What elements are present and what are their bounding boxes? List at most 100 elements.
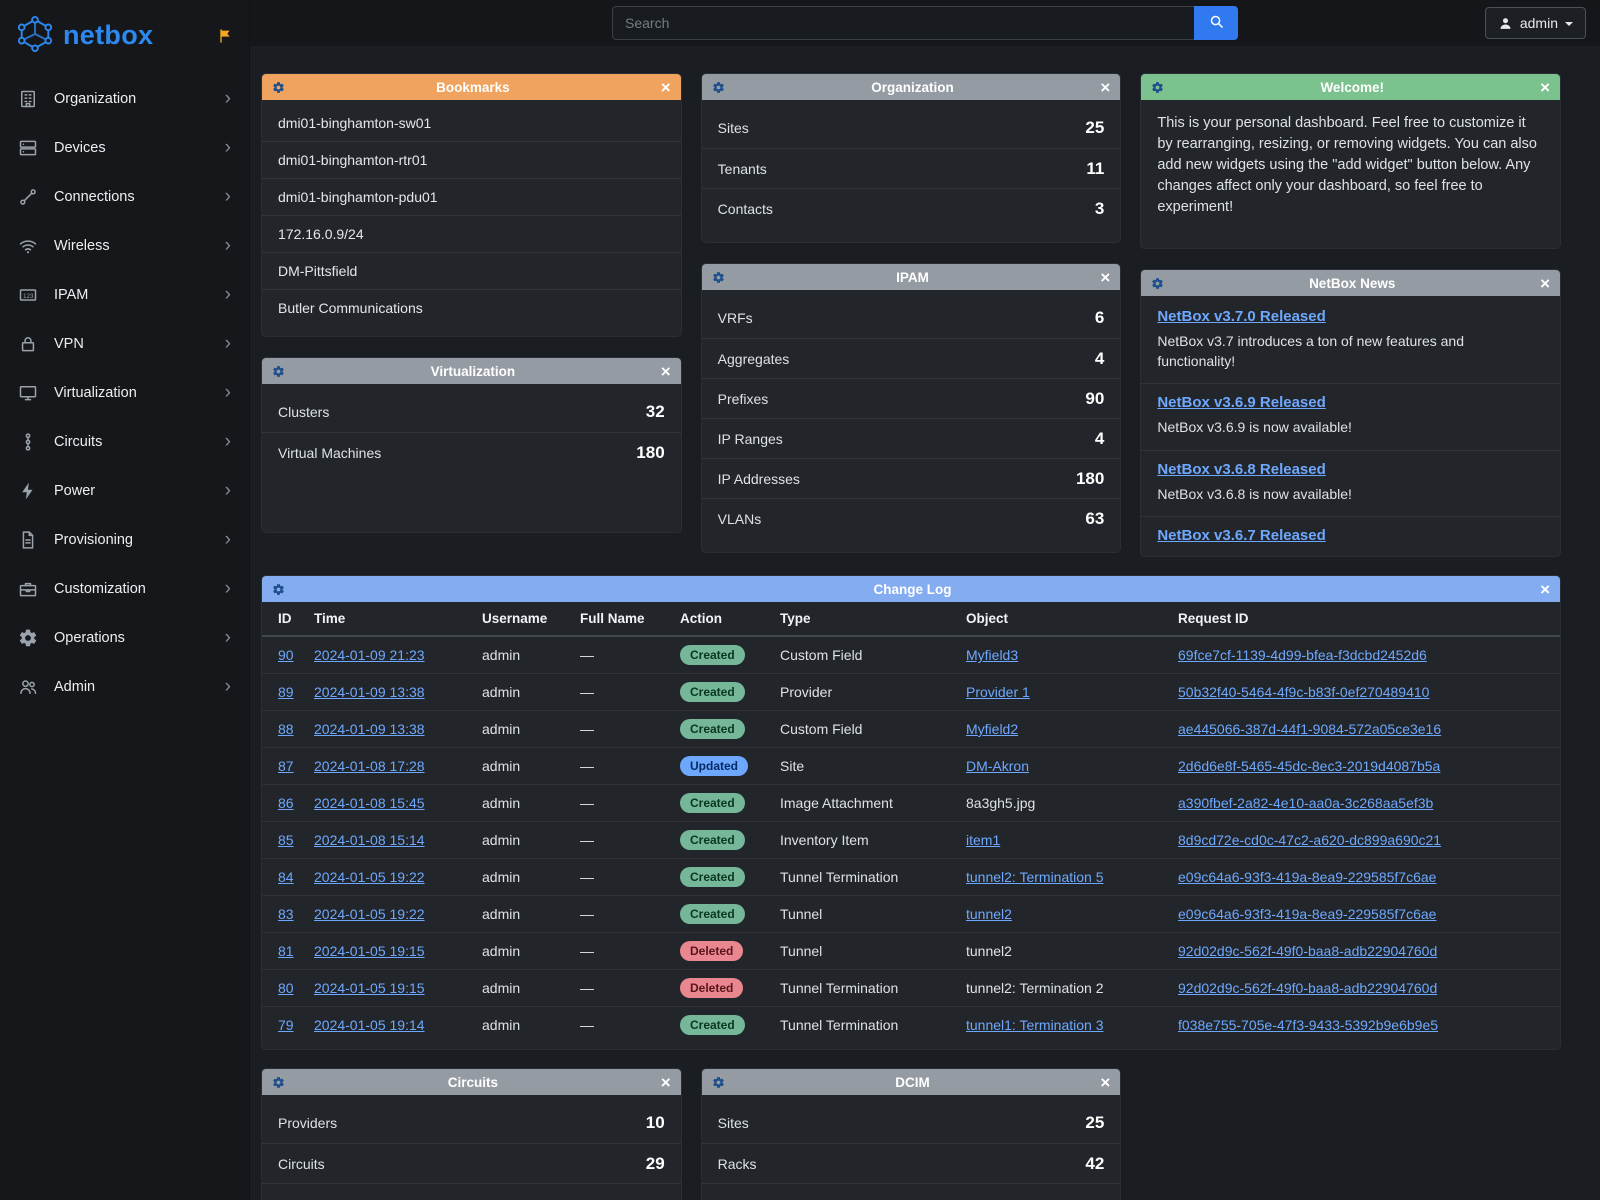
request-id-link[interactable]: a390fbef-2a82-4e10-aa0a-3c268aa5ef3b [1178, 795, 1433, 811]
close-icon[interactable] [661, 363, 671, 380]
sidebar-item-customization[interactable]: Customization [0, 564, 249, 613]
close-icon[interactable] [1540, 275, 1550, 292]
change-time-link[interactable]: 2024-01-05 19:14 [314, 1017, 425, 1033]
request-id-link[interactable]: 8d9cd72e-cd0c-47c2-a620-dc899a690c21 [1178, 832, 1441, 848]
stat-value[interactable]: 42 [1085, 1154, 1104, 1174]
stat-value[interactable]: 10 [646, 1113, 665, 1133]
gear-icon[interactable] [1151, 81, 1164, 94]
bookmark-item[interactable]: dmi01-binghamton-rtr01 [262, 141, 681, 178]
news-link[interactable]: NetBox v3.6.9 Released [1157, 394, 1325, 411]
sidebar-item-organization[interactable]: Organization [0, 74, 249, 123]
request-id-link[interactable]: e09c64a6-93f3-419a-8ea9-229585f7c6ae [1178, 906, 1436, 922]
sidebar-item-admin[interactable]: Admin [0, 662, 249, 711]
change-object-link[interactable]: item1 [966, 832, 1000, 848]
stat-value[interactable]: 63 [1085, 509, 1104, 529]
close-icon[interactable] [661, 1074, 671, 1091]
sidebar-item-power[interactable]: Power [0, 466, 249, 515]
sidebar-item-operations[interactable]: Operations [0, 613, 249, 662]
close-icon[interactable] [661, 79, 671, 96]
sidebar-item-circuits[interactable]: Circuits [0, 417, 249, 466]
gear-icon[interactable] [272, 1076, 285, 1089]
change-object-link[interactable]: Myfield2 [966, 721, 1018, 737]
change-object-link[interactable]: tunnel2 [966, 906, 1012, 922]
search-input[interactable] [612, 6, 1194, 40]
stat-value[interactable]: 29 [646, 1154, 665, 1174]
bookmark-item[interactable]: DM-Pittsfield [262, 252, 681, 289]
stat-value[interactable]: 11 [1086, 159, 1104, 179]
change-object-link[interactable]: tunnel1: Termination 3 [966, 1017, 1104, 1033]
change-id-link[interactable]: 90 [278, 647, 294, 663]
gear-icon[interactable] [272, 81, 285, 94]
request-id-link[interactable]: 69fce7cf-1139-4d99-bfea-f3dcbd2452d6 [1178, 647, 1427, 663]
gear-icon[interactable] [712, 271, 725, 284]
netbox-logo[interactable]: netbox [14, 15, 153, 56]
request-id-link[interactable]: ae445066-387d-44f1-9084-572a05ce3e16 [1178, 721, 1441, 737]
pin-sidebar-icon[interactable] [217, 28, 233, 44]
stat-value[interactable]: 4 [1095, 349, 1104, 369]
change-id-link[interactable]: 83 [278, 906, 294, 922]
request-id-link[interactable]: 92d02d9c-562f-49f0-baa8-adb22904760d [1178, 980, 1437, 996]
bookmark-item[interactable]: dmi01-binghamton-sw01 [262, 104, 681, 141]
change-id-link[interactable]: 89 [278, 684, 294, 700]
change-object-link[interactable]: DM-Akron [966, 758, 1029, 774]
stat-value[interactable]: 3 [1095, 199, 1104, 219]
sidebar-item-virtualization[interactable]: Virtualization [0, 368, 249, 417]
gear-icon[interactable] [1151, 277, 1164, 290]
request-id-link[interactable]: f038e755-705e-47f3-9433-5392b9e6b9e5 [1178, 1017, 1438, 1033]
change-time-link[interactable]: 2024-01-05 19:15 [314, 980, 425, 996]
stat-value[interactable]: 25 [1085, 1113, 1104, 1133]
close-icon[interactable] [1100, 79, 1110, 96]
stat-value[interactable]: 32 [646, 402, 665, 422]
change-id-link[interactable]: 88 [278, 721, 294, 737]
request-id-link[interactable]: 50b32f40-5464-4f9c-b83f-0ef270489410 [1178, 684, 1429, 700]
sidebar-item-provisioning[interactable]: Provisioning [0, 515, 249, 564]
change-id-link[interactable]: 87 [278, 758, 294, 774]
change-time-link[interactable]: 2024-01-08 17:28 [314, 758, 425, 774]
change-object-link[interactable]: Provider 1 [966, 684, 1030, 700]
stat-value[interactable]: 25 [1085, 118, 1104, 138]
change-id-link[interactable]: 86 [278, 795, 294, 811]
stat-value[interactable]: 180 [1076, 469, 1104, 489]
news-link[interactable]: NetBox v3.6.7 Released [1157, 527, 1325, 544]
close-icon[interactable] [1100, 269, 1110, 286]
news-link[interactable]: NetBox v3.6.8 Released [1157, 461, 1325, 478]
bookmark-item[interactable]: Butler Communications [262, 289, 681, 326]
close-icon[interactable] [1540, 79, 1550, 96]
search-button[interactable] [1194, 6, 1238, 40]
bookmark-item[interactable]: 172.16.0.9/24 [262, 215, 681, 252]
request-id-link[interactable]: 92d02d9c-562f-49f0-baa8-adb22904760d [1178, 943, 1437, 959]
change-time-link[interactable]: 2024-01-05 19:22 [314, 906, 425, 922]
change-time-link[interactable]: 2024-01-09 21:23 [314, 647, 425, 663]
request-id-link[interactable]: e09c64a6-93f3-419a-8ea9-229585f7c6ae [1178, 869, 1436, 885]
stat-value[interactable]: 4 [1095, 429, 1104, 449]
gear-icon[interactable] [712, 1076, 725, 1089]
sidebar-item-ipam[interactable]: 123IPAM [0, 270, 249, 319]
change-time-link[interactable]: 2024-01-05 19:22 [314, 869, 425, 885]
gear-icon[interactable] [272, 583, 285, 596]
close-icon[interactable] [1540, 581, 1550, 598]
change-object-link[interactable]: tunnel2: Termination 5 [966, 869, 1104, 885]
change-id-link[interactable]: 80 [278, 980, 294, 996]
bookmark-item[interactable]: dmi01-binghamton-pdu01 [262, 178, 681, 215]
change-time-link[interactable]: 2024-01-09 13:38 [314, 684, 425, 700]
stat-value[interactable]: 90 [1085, 389, 1104, 409]
change-id-link[interactable]: 79 [278, 1017, 294, 1033]
sidebar-item-connections[interactable]: Connections [0, 172, 249, 221]
stat-value[interactable]: 180 [636, 443, 664, 463]
news-link[interactable]: NetBox v3.7.0 Released [1157, 308, 1325, 325]
change-time-link[interactable]: 2024-01-08 15:45 [314, 795, 425, 811]
request-id-link[interactable]: 2d6d6e8f-5465-45dc-8ec3-2019d4087b5a [1178, 758, 1440, 774]
sidebar-item-vpn[interactable]: VPN [0, 319, 249, 368]
change-id-link[interactable]: 85 [278, 832, 294, 848]
gear-icon[interactable] [272, 365, 285, 378]
change-time-link[interactable]: 2024-01-09 13:38 [314, 721, 425, 737]
change-time-link[interactable]: 2024-01-05 19:15 [314, 943, 425, 959]
close-icon[interactable] [1100, 1074, 1110, 1091]
user-menu-button[interactable]: admin [1485, 7, 1586, 39]
stat-value[interactable]: 6 [1095, 308, 1104, 328]
change-time-link[interactable]: 2024-01-08 15:14 [314, 832, 425, 848]
change-object-link[interactable]: Myfield3 [966, 647, 1018, 663]
sidebar-item-devices[interactable]: Devices [0, 123, 249, 172]
gear-icon[interactable] [712, 81, 725, 94]
change-id-link[interactable]: 81 [278, 943, 294, 959]
